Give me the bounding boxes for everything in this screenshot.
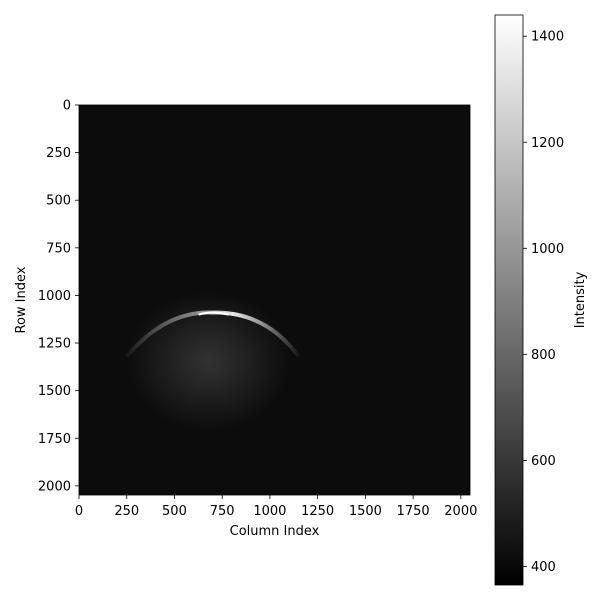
colorbar-tick-label: 1400 <box>531 30 564 45</box>
arc-crest <box>198 311 229 316</box>
x-axis-label: Column Index <box>230 524 320 539</box>
colorbar-label: Intensity <box>573 271 588 328</box>
arc-glow <box>127 291 291 432</box>
y-tick-label: 750 <box>46 241 71 256</box>
y-tick-label: 250 <box>46 146 71 161</box>
colorbar-tick-label: 1200 <box>531 136 564 151</box>
y-tick-label: 1000 <box>38 289 71 304</box>
x-tick-label: 1750 <box>397 504 430 519</box>
x-axis-ticks: 0 250 500 750 1000 1250 1500 1750 2000 <box>75 495 477 519</box>
colorbar-tick-label: 400 <box>531 560 556 575</box>
y-tick-label: 500 <box>46 194 71 209</box>
x-tick-label: 750 <box>210 504 235 519</box>
x-tick-label: 1500 <box>349 504 382 519</box>
heatmap-feature-arc <box>125 291 301 432</box>
x-tick-label: 1250 <box>301 504 334 519</box>
y-tick-label: 2000 <box>38 479 71 494</box>
x-tick-label: 2000 <box>444 504 477 519</box>
x-tick-label: 250 <box>114 504 139 519</box>
y-axis-ticks: 0 250 500 750 1000 1250 1500 1750 2000 <box>38 99 79 494</box>
heatmap-background <box>79 105 470 495</box>
x-tick-label: 1000 <box>253 504 286 519</box>
y-tick-label: 1750 <box>38 432 71 447</box>
y-tick-label: 1250 <box>38 337 71 352</box>
colorbar-tick-label: 1000 <box>531 242 564 257</box>
colorbar-tick-label: 600 <box>531 454 556 469</box>
y-axis-label: Row Index <box>14 266 29 333</box>
x-tick-label: 500 <box>162 504 187 519</box>
y-tick-label: 1500 <box>38 384 71 399</box>
colorbar-tick-label: 800 <box>531 348 556 363</box>
y-tick-label: 0 <box>63 99 71 114</box>
heatmap <box>79 105 470 495</box>
plot-frame <box>78 104 471 496</box>
x-tick-label: 0 <box>75 504 83 519</box>
colorbar <box>494 14 524 586</box>
colorbar-ticks: 400 600 800 1000 1200 1400 <box>523 30 564 575</box>
